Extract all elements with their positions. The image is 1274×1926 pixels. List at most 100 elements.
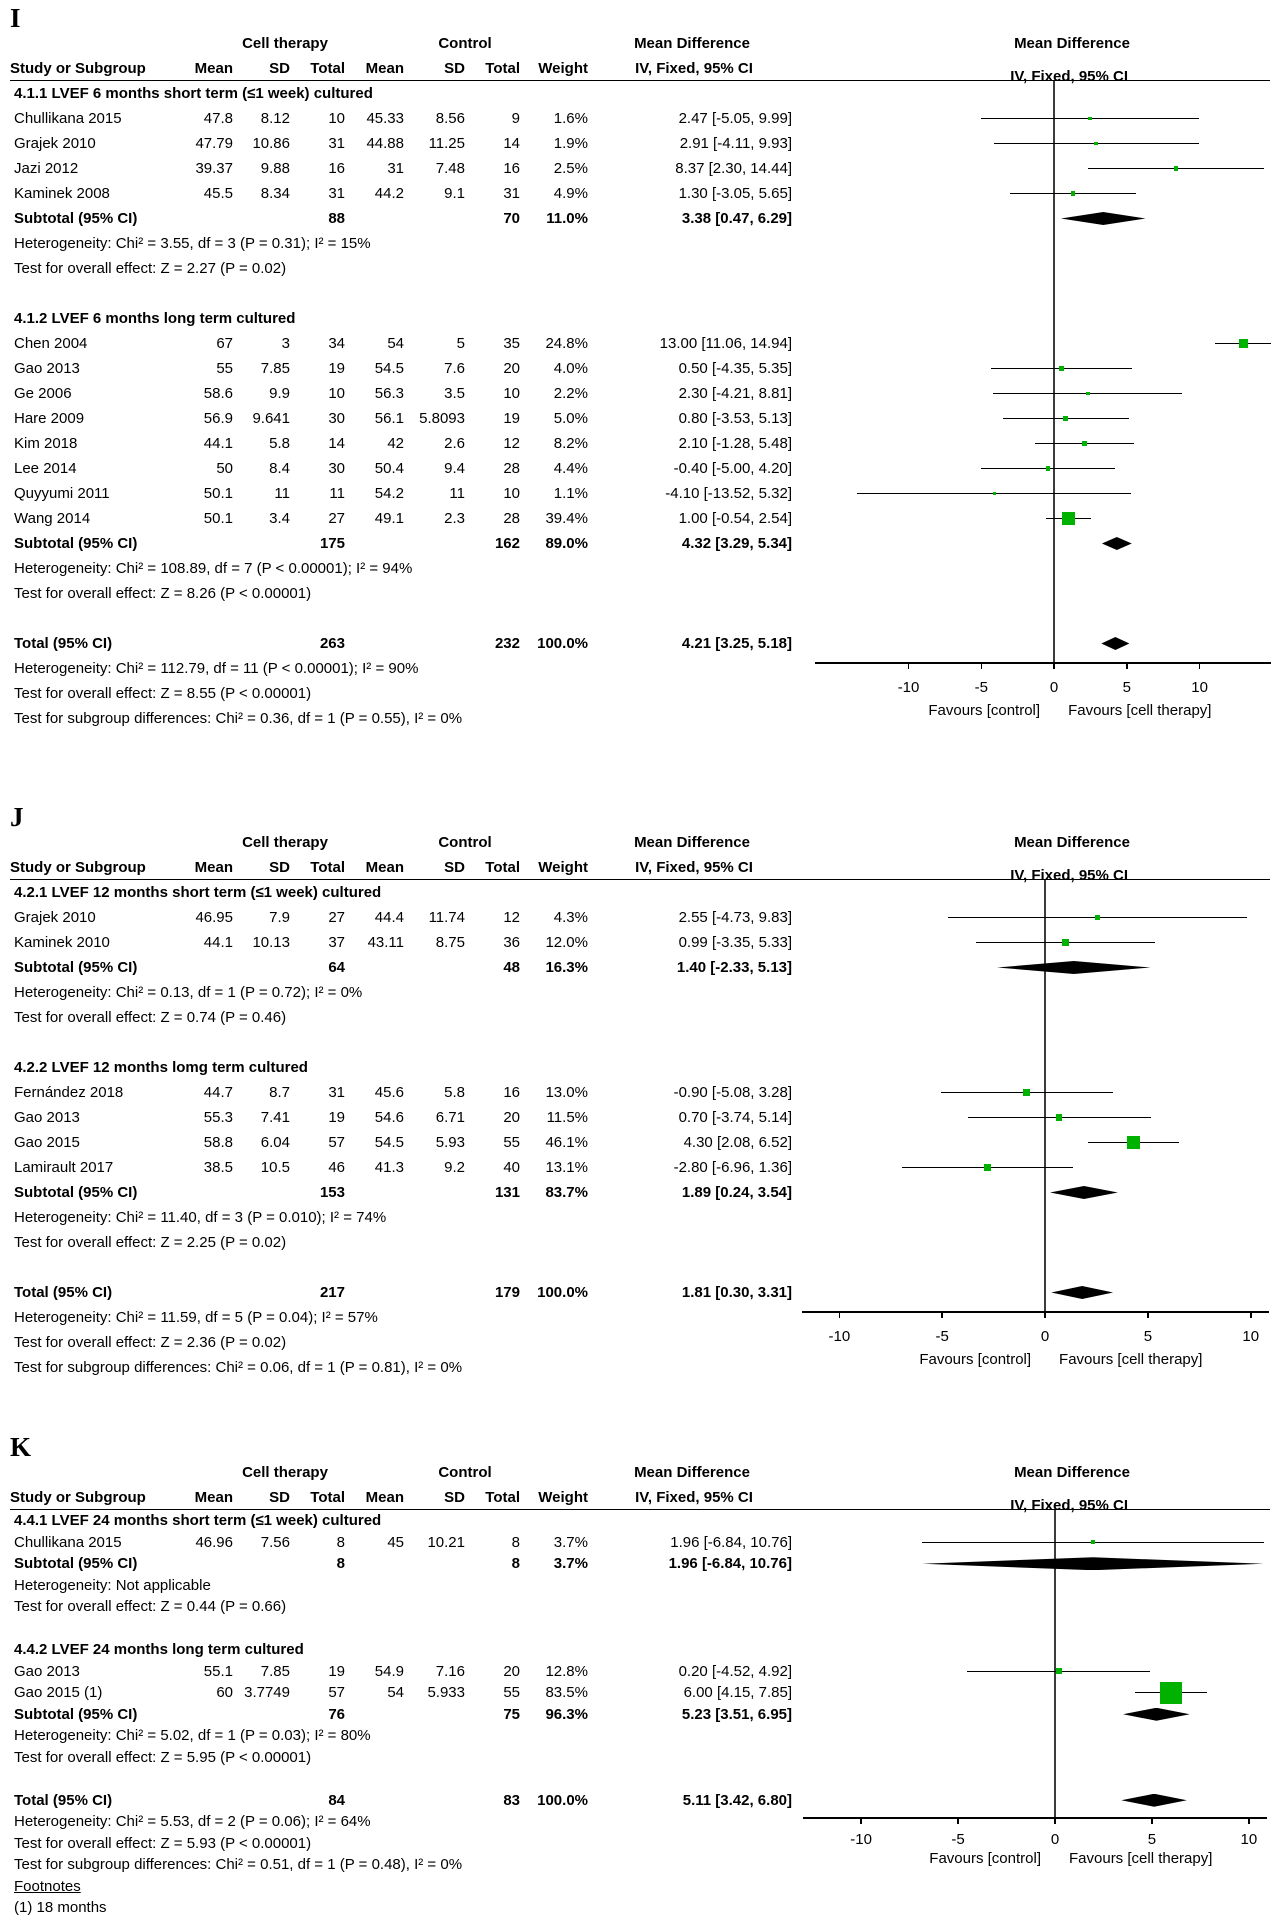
mean-cell: 54.5 bbox=[374, 1134, 404, 1151]
blank-row bbox=[0, 1030, 1274, 1055]
subgroup-title-row: 4.2.2 LVEF 12 months lomg term cultured bbox=[0, 1055, 1274, 1080]
total-cell: 20 bbox=[503, 1109, 520, 1126]
mean-cell: 50.1 bbox=[203, 485, 233, 502]
study-name: Grajek 2010 bbox=[14, 135, 96, 152]
mean-cell: 44.4 bbox=[374, 909, 404, 926]
heterogeneity-row: Heterogeneity: Chi² = 108.89, df = 7 (P … bbox=[0, 556, 1274, 581]
x-axis-line bbox=[802, 1311, 1270, 1313]
subtotal-diamond bbox=[997, 961, 1151, 974]
study-name: Hare 2009 bbox=[14, 410, 85, 427]
zero-line bbox=[1054, 1703, 1056, 1725]
total-cell: 19 bbox=[328, 1109, 345, 1126]
total-cell: 27 bbox=[328, 510, 345, 527]
mean-cell: 54.5 bbox=[374, 360, 404, 377]
sd-column-header: SD bbox=[269, 858, 290, 876]
study-name: Chullikana 2015 bbox=[14, 1533, 122, 1551]
study-column-header: Study or Subgroup bbox=[10, 1488, 146, 1506]
column-labels-row: Study or Subgroup Mean SD Total Mean SD Total W… bbox=[10, 56, 1270, 86]
total-cell: 55 bbox=[503, 1134, 520, 1151]
mean-difference-cell: 2.91 [-4.11, 9.93] bbox=[679, 135, 792, 152]
mean-cell: 54 bbox=[387, 335, 404, 352]
overall-effect-row: Test for overall effect: Z = 2.25 (P = 0… bbox=[0, 1230, 1274, 1255]
study-row: Ge 2006 58.6 9.9 10 56.3 3.5 10 2.2% 2.30 [-4.21… bbox=[0, 381, 1274, 406]
sd-cell: 11.74 bbox=[428, 909, 465, 926]
weight-cell: 11.0% bbox=[546, 210, 588, 227]
sd-cell: 9.9 bbox=[269, 385, 290, 402]
method-column-header: IV, Fixed, 95% CI bbox=[635, 1488, 753, 1506]
total-heterogeneity-text: Heterogeneity: Chi² = 5.53, df = 2 (P = … bbox=[14, 1813, 371, 1831]
study-name: Ge 2006 bbox=[14, 385, 72, 402]
total-heterogeneity-row: Heterogeneity: Chi² = 11.59, df = 5 (P =… bbox=[0, 1305, 1274, 1330]
x-axis-tick bbox=[941, 1311, 943, 1318]
total-cell: 9 bbox=[511, 110, 520, 127]
plot-strip bbox=[800, 1105, 1274, 1130]
total-cell: 30 bbox=[328, 460, 345, 477]
total-column-header: Total bbox=[310, 858, 345, 876]
study-name: Quyyumi 2011 bbox=[14, 485, 110, 502]
mean-difference-plot-header: Mean Difference bbox=[1014, 1464, 1130, 1481]
study-name: Gao 2013 bbox=[14, 1109, 80, 1126]
total-cell: 88 bbox=[328, 210, 345, 227]
zero-line bbox=[1053, 81, 1055, 106]
sd-cell: 10.21 bbox=[427, 1533, 465, 1551]
study-name: Kim 2018 bbox=[14, 435, 78, 452]
subtotal-diamond bbox=[1049, 1186, 1118, 1199]
plot-strip bbox=[800, 1305, 1274, 1330]
column-header: Cell therapy Control Mean Difference Mean D… bbox=[10, 1461, 1270, 1514]
effect-point-marker bbox=[1045, 466, 1051, 471]
total-cell: 37 bbox=[328, 934, 345, 951]
mean-cell: 60 bbox=[216, 1684, 233, 1702]
effect-point-marker bbox=[1085, 391, 1090, 396]
total-cell: 19 bbox=[328, 1662, 345, 1680]
zero-line bbox=[1044, 1180, 1046, 1205]
zero-line bbox=[1044, 980, 1046, 1005]
forest-plot-panel-I: I Cell therapy Control Mean Difference Mean … bbox=[0, 4, 1274, 731]
plot-strip bbox=[800, 1789, 1274, 1811]
subgroup-title-row: 4.4.2 LVEF 24 months long term cultured bbox=[0, 1639, 1274, 1661]
mean-cell: 44.7 bbox=[203, 1084, 233, 1101]
plot-strip bbox=[800, 1746, 1274, 1768]
mean-difference-cell: 1.96 [-6.84, 10.76] bbox=[668, 1555, 792, 1573]
sd-cell: 3.5 bbox=[444, 385, 465, 402]
study-name: Lamirault 2017 bbox=[14, 1159, 114, 1176]
mean-difference-cell: 13.00 [11.06, 14.94] bbox=[659, 335, 792, 352]
weight-cell: 4.9% bbox=[553, 185, 588, 202]
subgroup-difference-text: Test for subgroup differences: Chi² = 0.… bbox=[14, 1359, 463, 1376]
x-axis-tick-label: -10 bbox=[897, 679, 920, 696]
subtotal-row: Subtotal (95% CI) 8 8 3.7% 1.96 [-6.84, 10.7… bbox=[0, 1553, 1274, 1575]
total-cell: 76 bbox=[328, 1705, 345, 1723]
plot-strip bbox=[800, 106, 1274, 131]
footnotes-label: Footnotes bbox=[14, 1877, 81, 1895]
study-row: Gao 2015 (1) 60 3.7749 57 54 5.933 55 83.5% 6.00… bbox=[0, 1681, 1274, 1704]
total-heterogeneity-text: Heterogeneity: Chi² = 112.79, df = 11 (P… bbox=[14, 660, 419, 677]
mean-cell: 45.33 bbox=[366, 110, 404, 127]
total-cell: 10 bbox=[503, 385, 520, 402]
study-row: Jazi 2012 39.37 9.88 16 31 7.48 16 2.5% 8.37 [2.… bbox=[0, 156, 1274, 181]
total-label: Total (95% CI) bbox=[14, 1791, 113, 1809]
weight-cell: 83.5% bbox=[545, 1684, 588, 1702]
total-cell: 36 bbox=[503, 934, 520, 951]
plot-strip bbox=[800, 406, 1274, 431]
total-cell: 55 bbox=[503, 1684, 520, 1702]
mean-column-header: Mean bbox=[365, 59, 404, 77]
heterogeneity-row: Heterogeneity: Chi² = 11.40, df = 3 (P =… bbox=[0, 1205, 1274, 1230]
mean-cell: 45.5 bbox=[203, 185, 233, 202]
total-column-header: Total bbox=[310, 1488, 345, 1506]
heterogeneity-text: Heterogeneity: Chi² = 3.55, df = 3 (P = … bbox=[14, 235, 371, 252]
total-diamond bbox=[1101, 637, 1130, 650]
study-row: Chullikana 2015 46.96 7.56 8 45 10.21 8 3.7% 1.9… bbox=[0, 1531, 1274, 1553]
study-name: Fernández 2018 bbox=[14, 1084, 124, 1101]
sd-cell: 2.3 bbox=[444, 510, 465, 527]
mean-cell: 45 bbox=[387, 1533, 404, 1551]
study-name: Wang 2014 bbox=[14, 510, 91, 527]
x-axis-tick bbox=[838, 1311, 841, 1318]
weight-cell: 39.4% bbox=[545, 510, 588, 527]
weight-cell: 2.2% bbox=[553, 385, 588, 402]
total-cell: 30 bbox=[328, 410, 345, 427]
column-header: Cell therapy Control Mean Difference Mean D… bbox=[10, 32, 1270, 86]
total-cell: 19 bbox=[503, 410, 520, 427]
mean-cell: 58.6 bbox=[203, 385, 233, 402]
mean-column-header: Mean bbox=[365, 1488, 404, 1506]
total-overall-effect-text: Test for overall effect: Z = 8.55 (P < 0… bbox=[14, 685, 312, 702]
weight-cell: 3.7% bbox=[553, 1555, 588, 1573]
